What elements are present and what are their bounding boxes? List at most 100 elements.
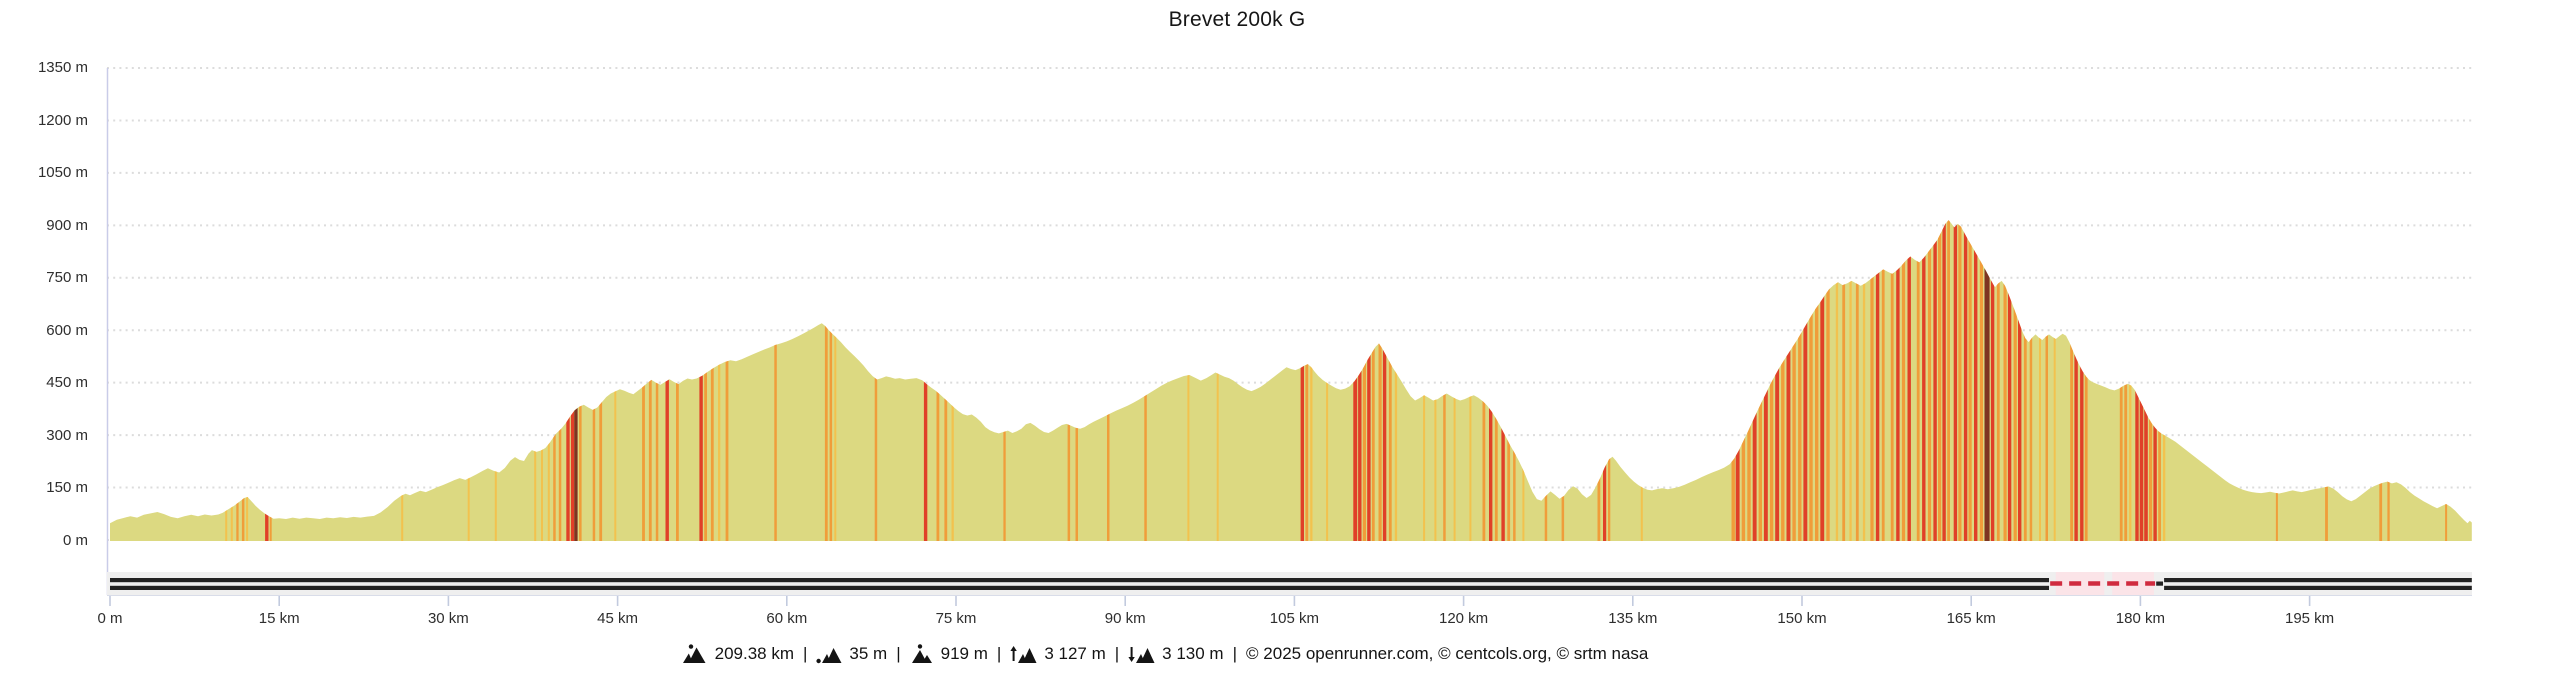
gradient-stripe [1353,220,1358,541]
y-axis-label: 300 m [46,426,88,444]
stat-separator: | [803,644,808,663]
gradient-stripe [592,220,596,541]
gradient-stripe [1984,220,1990,541]
x-axis-label: 120 km [1438,610,1489,627]
gradient-stripe [1996,220,2000,541]
gradient-stripe [2074,220,2078,541]
gradient-stripe [534,220,537,541]
gradient-stripe [2158,220,2161,541]
gradient-stripe [1875,220,1880,541]
gradient-stripe [1394,220,1398,541]
gradient-stripe [1769,220,1774,541]
gradient-stripe [1781,220,1785,541]
gradient-stripe [1144,220,1147,541]
gradient-stripe [1216,220,1219,541]
gradient-stripe [725,220,729,541]
gradient-stripe [1300,220,1304,541]
gradient-stripe [1927,220,1932,541]
gradient-stripe [1815,220,1819,541]
stat-total-descent: 3 130 m [1128,644,1224,664]
gradient-stripe [1792,220,1796,541]
x-axis-label: 60 km [766,610,808,627]
gradient-stripe [2029,220,2033,541]
gradient-stripe [665,220,669,541]
gradient-stripe [1494,220,1498,541]
stat-separator: | [1232,644,1238,663]
gradient-stripe [2023,220,2027,541]
gradient-stripe [1979,220,1983,541]
gradient-stripe [648,220,652,541]
gradient-stripe [547,220,550,541]
gradient-stripe [1798,220,1802,541]
gradient-stripe [1933,220,1937,541]
gradient-stripe [2149,220,2153,541]
gradient-stripe [1597,220,1601,541]
gradient-stripe [566,220,570,541]
gradient-stripe [241,220,245,541]
gradient-stripe [824,220,828,541]
x-axis-label: 135 km [1608,610,1658,627]
gradient-stripe [1378,220,1382,541]
gradient-stripe [642,220,645,541]
stat-lowest-point: 35 m [816,644,887,664]
paved-road-line [110,578,2049,583]
gradient-stripe [570,220,575,541]
gradient-stripe [1963,220,1968,541]
gradient-stripe [1107,220,1110,541]
gradient-stripe [2080,220,2084,541]
stat-highest-value: 919 m [940,644,988,663]
gradient-stripe [1809,220,1813,541]
gradient-stripe [1367,220,1371,541]
x-axis-label: 150 km [1777,610,1827,627]
gradient-stripe [2053,220,2056,541]
paved-road-line [110,585,2049,590]
gradient-stripe [1388,220,1392,541]
y-axis-label: 0 m [62,531,88,549]
gradient-stripe [1938,220,1942,541]
gradient-stripe [2153,220,2157,541]
gradient-stripe [574,220,578,541]
y-axis-label: 600 m [46,321,88,339]
paved-road-line [2164,585,2472,590]
gradient-stripe [1362,220,1366,541]
gradient-stripe [2387,220,2390,541]
gradient-stripe [1968,220,1972,541]
y-axis-label: 1050 m [37,164,88,182]
x-axis-label: 195 km [2284,610,2335,627]
gradient-stripe [265,220,269,541]
gradient-stripe [874,220,878,541]
gradient-stripe [699,220,703,541]
gradient-stripe [1862,220,1866,541]
gradient-stripe [1855,220,1859,541]
gradient-stripe [923,220,928,541]
gradient-stripe [1820,220,1825,541]
x-axis-label: 45 km [597,610,639,627]
total-descent-icon [1128,644,1155,664]
gradient-stripe [1326,220,1329,541]
gradient-stripe [1803,220,1808,541]
stat-ascent-value: 3 127 m [1044,644,1106,663]
gradient-stripe [1603,220,1607,541]
gradient-stripe [2119,220,2123,541]
x-axis-label: 165 km [1946,610,1996,627]
gradient-stripe [655,220,659,541]
gradient-stripe [1507,220,1511,541]
gradient-stripe [1842,220,1846,541]
stat-separator: | [896,644,901,663]
gradient-stripe [1747,220,1751,541]
stat-descent-value: 3 130 m [1162,644,1224,663]
gradient-stripe [1758,220,1762,541]
gradient-stripe [1901,220,1906,541]
gradient-stripe [1443,220,1446,541]
gradient-stripe [1907,220,1911,541]
gradient-stripe [1849,220,1852,541]
y-axis-label: 450 m [46,374,88,392]
gradient-stripe [1870,220,1874,541]
gradient-stripe [1003,220,1006,541]
stat-lowest-value: 35 m [849,644,888,663]
gradient-stripe [246,220,249,541]
gradient-stripe [936,220,940,541]
gradient-stripe [2144,220,2148,541]
